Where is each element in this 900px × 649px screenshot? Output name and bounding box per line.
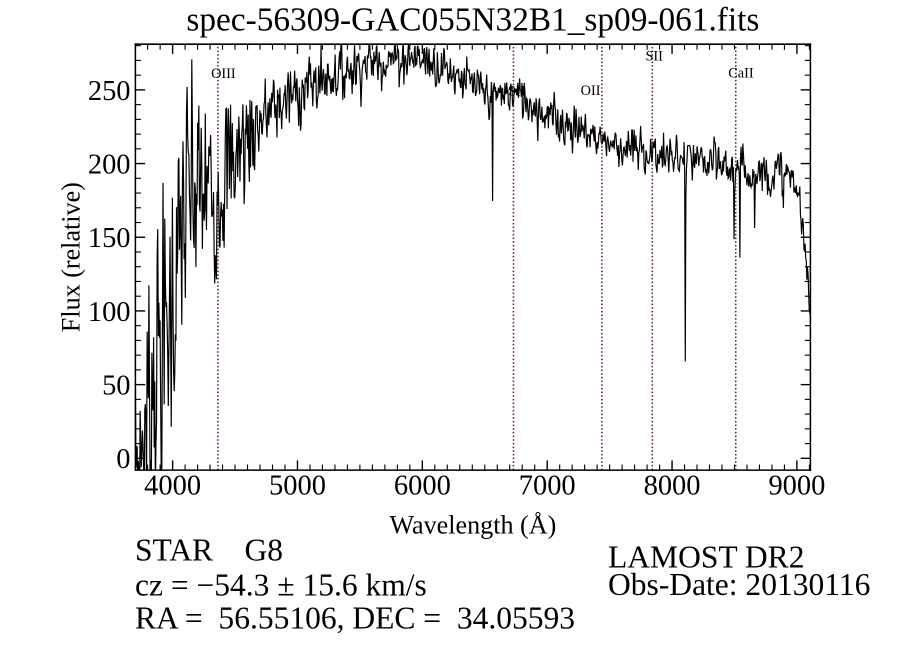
svg-text:STAR G8: STAR G8 — [135, 533, 283, 568]
svg-text:SII: SII — [508, 84, 526, 100]
svg-text:0: 0 — [116, 444, 130, 475]
svg-text:6000: 6000 — [394, 471, 451, 502]
svg-text:SII: SII — [645, 48, 663, 64]
svg-text:150: 150 — [88, 223, 131, 254]
svg-text:7000: 7000 — [519, 471, 576, 502]
svg-text:200: 200 — [88, 149, 131, 180]
svg-text:250: 250 — [88, 76, 131, 107]
svg-text:5000: 5000 — [269, 471, 326, 502]
svg-text:8000: 8000 — [644, 471, 701, 502]
svg-text:Obs-Date: 20130116: Obs-Date: 20130116 — [608, 567, 870, 602]
svg-text:9000: 9000 — [768, 471, 825, 502]
svg-text:50: 50 — [102, 371, 130, 402]
svg-text:spec-56309-GAC055N32B1_sp09-06: spec-56309-GAC055N32B1_sp09-061.fits — [186, 1, 759, 38]
svg-text:4000: 4000 — [144, 471, 201, 502]
svg-text:OIII: OIII — [211, 66, 236, 82]
svg-text:RA = 56.55106, DEC = 34.0559: RA = 56.55106, DEC = 34.05593 — [135, 601, 575, 636]
svg-text:Flux (relative): Flux (relative) — [56, 182, 85, 332]
svg-text:cz = −54.3 ± 15.6 km/s: cz = −54.3 ± 15.6 km/s — [135, 567, 427, 602]
svg-text:CaII: CaII — [728, 65, 754, 81]
svg-text:100: 100 — [88, 297, 131, 328]
svg-text:OII: OII — [581, 83, 601, 99]
svg-text:Wavelength (Å): Wavelength (Å) — [389, 510, 556, 539]
